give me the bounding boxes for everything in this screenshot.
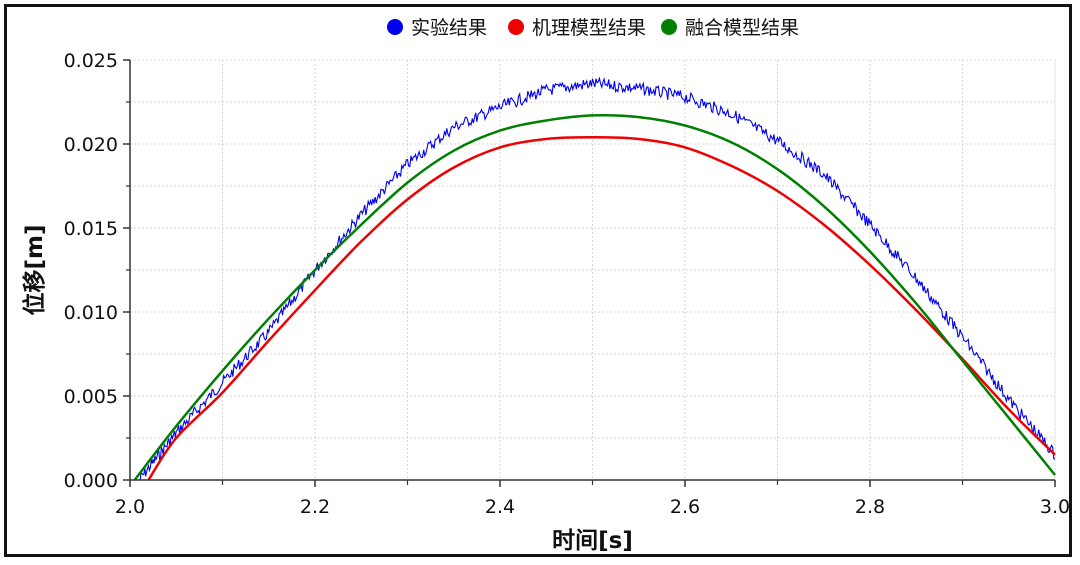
legend-marker bbox=[387, 19, 403, 35]
y-tick-label: 0.000 bbox=[64, 470, 118, 492]
grid-lines bbox=[129, 59, 1056, 481]
x-tick-label: 2.2 bbox=[300, 496, 330, 518]
y-tick-label: 0.020 bbox=[64, 134, 118, 156]
y-tick-label: 0.015 bbox=[64, 218, 118, 240]
legend-label: 实验结果 bbox=[411, 17, 487, 39]
y-tick-label: 0.025 bbox=[64, 50, 118, 72]
x-tick-label: 2.0 bbox=[115, 496, 145, 518]
legend-label: 机理模型结果 bbox=[532, 17, 646, 39]
legend-item-0: 实验结果 bbox=[387, 17, 487, 39]
legend-item-1: 机理模型结果 bbox=[508, 17, 646, 39]
legend-label: 融合模型结果 bbox=[685, 17, 799, 39]
series-line-experimental bbox=[139, 76, 1056, 481]
series-layer bbox=[133, 76, 1056, 481]
x-tick-label: 2.4 bbox=[485, 496, 515, 518]
x-tick-label: 3.0 bbox=[1040, 496, 1070, 518]
series-0 bbox=[139, 76, 1056, 481]
chart-frame bbox=[4, 4, 1072, 557]
x-tick-label: 2.6 bbox=[670, 496, 700, 518]
y-tick-label: 0.005 bbox=[64, 386, 118, 408]
x-tick-label: 2.8 bbox=[855, 496, 885, 518]
y-axis-title: 位移[m] bbox=[21, 225, 48, 316]
legend: 实验结果 机理模型结果 融合模型结果 bbox=[387, 17, 799, 39]
y-tick-label: 0.010 bbox=[64, 302, 118, 324]
legend-marker bbox=[508, 19, 524, 35]
series-line bbox=[133, 113, 1056, 481]
x-axis-title: 时间[s] bbox=[552, 528, 633, 554]
legend-marker bbox=[661, 19, 677, 35]
series-2 bbox=[133, 113, 1056, 481]
legend-item-2: 融合模型结果 bbox=[661, 17, 799, 39]
ticks: 2.0 2.2 2.4 2.6 2.8 3.0 0.000 0.005 0.010 0.015 0.… bbox=[64, 50, 1071, 518]
series-line bbox=[147, 136, 1056, 481]
series-1 bbox=[147, 136, 1056, 481]
